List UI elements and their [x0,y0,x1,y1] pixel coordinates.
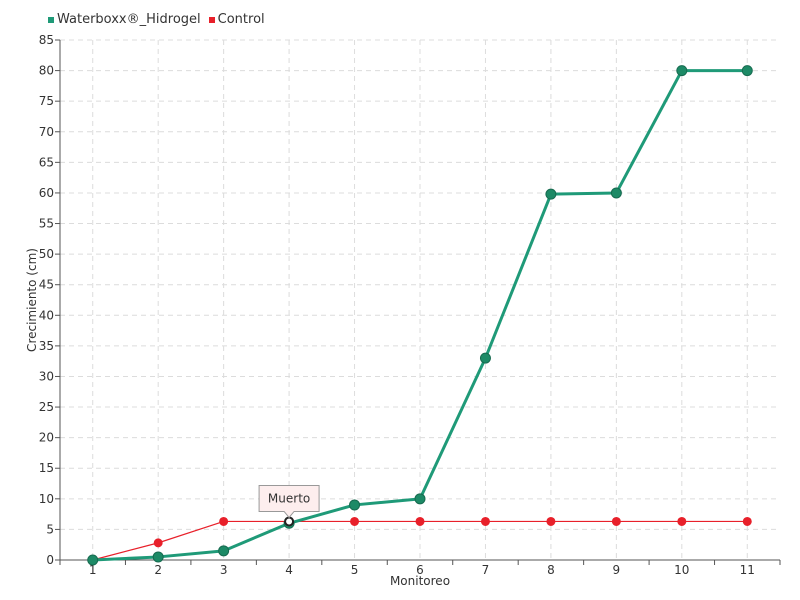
data-point [479,352,491,364]
data-point [218,545,230,557]
data-point [676,65,688,77]
y-tick-label: 40 [39,308,54,322]
y-tick-label: 25 [39,400,54,414]
data-point [349,499,361,511]
legend-item-control[interactable]: Control [208,12,265,27]
data-point [219,516,229,526]
legend-label-control: Control [217,12,265,27]
y-tick-label: 20 [39,431,54,445]
y-tick-label: 15 [39,461,54,475]
data-point [677,516,687,526]
y-tick-label: 0 [46,553,54,567]
x-tick-labels: 1 2 3 4 5 6 7 8 9 10 11 [89,563,755,577]
legend-label-waterboxx: Waterboxx®_Hidrogel [57,12,201,27]
x-tick-label: 8 [547,563,555,577]
data-point [152,551,164,563]
legend-swatch-waterboxx [48,16,54,23]
x-tick-label: 6 [416,563,424,577]
data-point [546,516,556,526]
x-tick-label: 3 [220,563,228,577]
y-tick-label: 30 [39,369,54,383]
data-point [414,493,426,505]
data-point [545,188,557,200]
highlighted-point [284,516,295,527]
data-point [415,516,425,526]
y-tick-label: 80 [39,64,54,78]
y-tick-label: 45 [39,278,54,292]
data-point [480,516,490,526]
chart-legend: Waterboxx®_Hidrogel Control [48,12,265,27]
y-tick-labels: 0 5 10 15 20 25 30 35 40 45 50 55 60 65 70 75 80 85 [39,33,54,567]
annotation-muerto: Muerto [258,484,320,527]
data-point [350,516,360,526]
data-point [742,516,752,526]
series-waterboxx [87,65,753,566]
x-tick-label: 10 [674,563,689,577]
y-tick-label: 35 [39,339,54,353]
x-tick-label: 9 [613,563,621,577]
annotation-label: Muerto [268,491,310,505]
x-tick-label: 5 [351,563,359,577]
annotation-box [258,484,320,519]
legend-item-waterboxx[interactable]: Waterboxx®_Hidrogel [48,12,201,27]
y-tick-label: 55 [39,217,54,231]
data-point [153,538,163,548]
legend-swatch-control [208,16,215,23]
x-tick-label: 11 [740,563,755,577]
y-axis-title: Crecimiento (cm) [25,248,39,352]
y-tick-label: 70 [39,125,54,139]
y-tick-label: 50 [39,247,54,261]
series-layer [87,65,753,566]
y-tick-label: 85 [39,33,54,47]
data-point [610,187,622,199]
x-tick-label: 4 [285,563,293,577]
x-axis-title: Monitoreo [390,574,450,588]
x-tick-label: 7 [482,563,490,577]
x-tick-label: 2 [154,563,162,577]
y-tick-label: 65 [39,155,54,169]
x-tick-label: 1 [89,563,97,577]
data-point [611,516,621,526]
y-tick-label: 75 [39,94,54,108]
y-tick-label: 10 [39,492,54,506]
y-tick-label: 60 [39,186,54,200]
data-point [741,65,753,77]
grid-lines [60,39,780,560]
annotation-layer: Muerto [258,484,320,527]
y-tick-label: 5 [46,522,54,536]
axes [55,39,781,565]
data-point [87,554,99,566]
